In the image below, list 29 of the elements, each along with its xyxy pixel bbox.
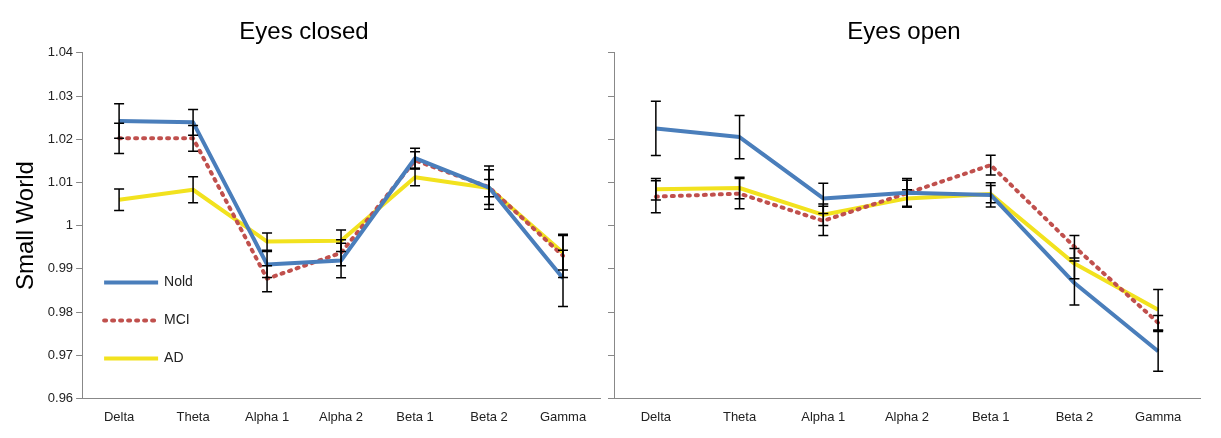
y-tick-label: 1.04 [47,44,74,60]
x-tick-label: Beta 2 [470,408,508,424]
legend-label: AD [164,349,184,366]
y-tick-label: 0.98 [47,303,74,319]
x-tick-label: Delta [640,408,672,424]
legend-label: MCI [164,311,190,328]
x-tick-label: Gamma [1135,408,1183,424]
x-tick-label: Delta [103,408,136,424]
x-tick-label: Theta [176,408,211,424]
chart-title: Eyes closed [239,17,369,45]
y-tick-label: 1.03 [47,87,74,103]
x-tick-label: Beta 1 [971,408,1010,424]
y-tick-label: 1.01 [47,173,74,189]
x-tick-label: Alpha 2 [884,408,930,424]
y-axis-title: Small World [11,161,39,291]
y-tick-label: 1.02 [47,130,74,146]
x-tick-label: Beta 1 [396,408,434,424]
x-tick-label: Gamma [539,408,587,424]
y-tick-label: 0.97 [47,346,74,362]
legend-label: Nold [164,273,193,290]
x-tick-label: Alpha 2 [319,408,364,424]
y-tick-label: 0.99 [47,260,74,276]
y-tick-label: 1 [65,217,74,233]
x-tick-label: Alpha 1 [801,408,846,424]
x-tick-label: Alpha 1 [245,408,290,424]
x-tick-label: Beta 2 [1055,408,1094,424]
chart-title: Eyes open [847,17,961,45]
y-tick-label: 0.96 [47,389,74,405]
x-tick-label: Theta [722,408,757,424]
